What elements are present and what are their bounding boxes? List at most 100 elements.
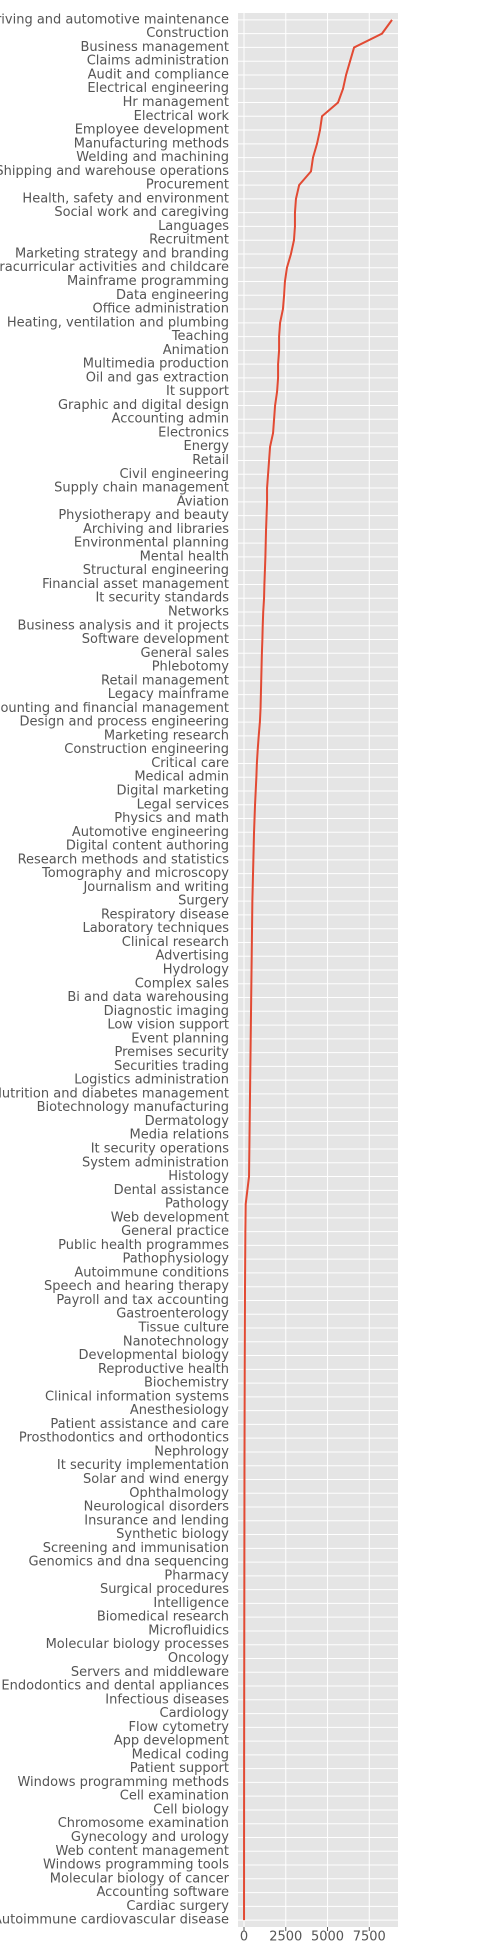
data-line xyxy=(243,19,393,1921)
y-tick-label: Cell examination xyxy=(120,1789,229,1804)
y-tick-label: App development xyxy=(114,1734,229,1749)
y-tick-label: Genomics and dna sequencing xyxy=(28,1555,229,1570)
y-tick-label: Digital marketing xyxy=(116,783,229,798)
y-tick-label: Premises security xyxy=(114,1045,229,1060)
y-tick-label: Construction engineering xyxy=(64,742,229,757)
y-tick-label: Biomedical research xyxy=(97,1610,229,1625)
y-tick-label: Supply chain management xyxy=(54,481,229,496)
y-tick-label: Molecular biology of cancer xyxy=(50,1871,230,1886)
y-tick-label: Flow cytometry xyxy=(129,1720,230,1735)
y-tick-label: Critical care xyxy=(151,756,229,771)
y-tick-label: Biochemistry xyxy=(144,1376,229,1391)
y-tick-label: Clinical research xyxy=(122,935,229,950)
y-tick-label: Synthetic biology xyxy=(116,1527,229,1542)
y-tick-label: Multimedia production xyxy=(83,357,229,372)
y-tick-label: Cardiology xyxy=(160,1706,230,1721)
y-tick-label: Recruitment xyxy=(149,233,229,248)
y-tick-label: Accounting software xyxy=(96,1885,229,1900)
y-tick-label: Servers and middleware xyxy=(71,1665,229,1680)
y-tick-label: Driving and automotive maintenance xyxy=(0,12,229,27)
y-tick-label: Accounting and financial management xyxy=(0,701,229,716)
y-tick-label: Screening and immunisation xyxy=(43,1541,229,1556)
y-tick-label: It support xyxy=(166,384,229,399)
x-tick-label: 5000 xyxy=(311,1930,344,1944)
y-tick-label: Languages xyxy=(158,219,229,234)
y-tick-label: Web development xyxy=(111,1210,229,1225)
y-tick-label: Medical admin xyxy=(134,770,229,785)
y-tick-label: Logistics administration xyxy=(74,1073,229,1088)
y-tick-label: Developmental biology xyxy=(78,1348,229,1363)
y-tick-label: Gynecology and urology xyxy=(71,1830,229,1845)
y-tick-label: Data engineering xyxy=(116,288,229,303)
y-tick-label: Energy xyxy=(183,439,229,454)
y-tick-label: System administration xyxy=(82,1155,229,1170)
y-tick-label: Solar and wind energy xyxy=(83,1472,229,1487)
y-tick-label: Autoimmune cardiovascular disease xyxy=(0,1913,229,1928)
y-tick-label: Windows programming methods xyxy=(17,1775,229,1790)
y-tick-label: Mental health xyxy=(140,549,229,564)
y-tick-label: Nephrology xyxy=(154,1444,229,1459)
y-tick-label: Surgical procedures xyxy=(100,1582,229,1597)
y-tick-label: Tissue culture xyxy=(138,1321,229,1336)
y-tick-label: Mainframe programming xyxy=(67,274,229,289)
y-tick-label: Laboratory techniques xyxy=(82,921,229,936)
y-tick-label: Hydrology xyxy=(163,963,230,978)
y-tick-label: Low vision support xyxy=(107,1018,229,1033)
y-tick-label: Tomography and microscopy xyxy=(41,866,229,881)
y-tick-label: Web content management xyxy=(56,1844,229,1859)
y-tick-label: Dermatology xyxy=(145,1114,230,1129)
y-tick-label: Journalism and writing xyxy=(82,880,229,895)
y-tick-label: Oncology xyxy=(168,1651,229,1666)
y-tick-label: Design and process engineering xyxy=(20,715,229,730)
y-tick-label: Accounting admin xyxy=(112,412,229,427)
y-tick-label: Medical coding xyxy=(132,1747,229,1762)
y-tick-label: Software development xyxy=(82,632,229,647)
y-tick-label: Business analysis and it projects xyxy=(17,618,229,633)
y-tick-label: Retail xyxy=(192,453,229,468)
y-tick-label: Graphic and digital design xyxy=(58,398,229,413)
y-tick-label: Civil engineering xyxy=(119,467,229,482)
y-tick-label: Histology xyxy=(168,1169,229,1184)
y-tick-label: Intelligence xyxy=(153,1596,229,1611)
y-tick-label: Clinical information systems xyxy=(45,1389,229,1404)
y-tick-label: Patient support xyxy=(130,1761,229,1776)
y-tick-label: Office administration xyxy=(92,302,229,317)
y-tick-label: Insurance and lending xyxy=(84,1513,229,1528)
x-tick-label: 2500 xyxy=(269,1930,302,1944)
y-tick-label: It security standards xyxy=(95,591,229,606)
y-tick-label: Phlebotomy xyxy=(152,660,230,675)
y-tick-label: Gastroenterology xyxy=(116,1307,229,1322)
y-tick-label: Chromosome examination xyxy=(58,1816,229,1831)
y-tick-label: Molecular biology processes xyxy=(46,1637,230,1652)
y-tick-label: Respiratory disease xyxy=(101,907,229,922)
y-tick-label: Public health programmes xyxy=(58,1238,229,1253)
y-tick-label: Electronics xyxy=(158,425,229,440)
y-tick-label: Aviation xyxy=(177,494,229,509)
y-tick-label: Media relations xyxy=(130,1128,230,1143)
y-tick-label: Social work and caregiving xyxy=(54,205,229,220)
y-tick-label: Pathology xyxy=(165,1197,229,1212)
y-tick-label: Infectious diseases xyxy=(105,1692,229,1707)
y-tick-label: Retail management xyxy=(101,673,229,688)
y-tick-label: Manufacturing methods xyxy=(74,136,229,151)
y-tick-label: Procurement xyxy=(146,178,229,193)
y-tick-label: Oil and gas extraction xyxy=(86,370,229,385)
y-tick-label: Legal services xyxy=(137,797,230,812)
y-tick-label: Archiving and libraries xyxy=(83,522,229,537)
y-tick-label: Electrical work xyxy=(134,109,230,124)
y-tick-label: Physics and math xyxy=(114,811,229,826)
y-tick-label: Teaching xyxy=(171,329,229,344)
y-tick-label: Advertising xyxy=(155,949,229,964)
y-tick-label: Reproductive health xyxy=(98,1362,229,1377)
y-tick-label: Legacy mainframe xyxy=(108,687,229,702)
y-tick-label: Surgery xyxy=(178,894,229,909)
y-tick-label: Electrical engineering xyxy=(87,81,229,96)
y-tick-label: Bi and data warehousing xyxy=(67,990,229,1005)
y-tick-label: Endodontics and dental appliances xyxy=(1,1679,229,1694)
x-tick-label: 0 xyxy=(240,1930,248,1944)
y-tick-label: Research methods and statistics xyxy=(18,852,230,867)
y-tick-label: Welding and machining xyxy=(76,150,229,165)
y-tick-label: Windows programming tools xyxy=(43,1858,229,1873)
y-tick-label: Speech and hearing therapy xyxy=(44,1279,229,1294)
